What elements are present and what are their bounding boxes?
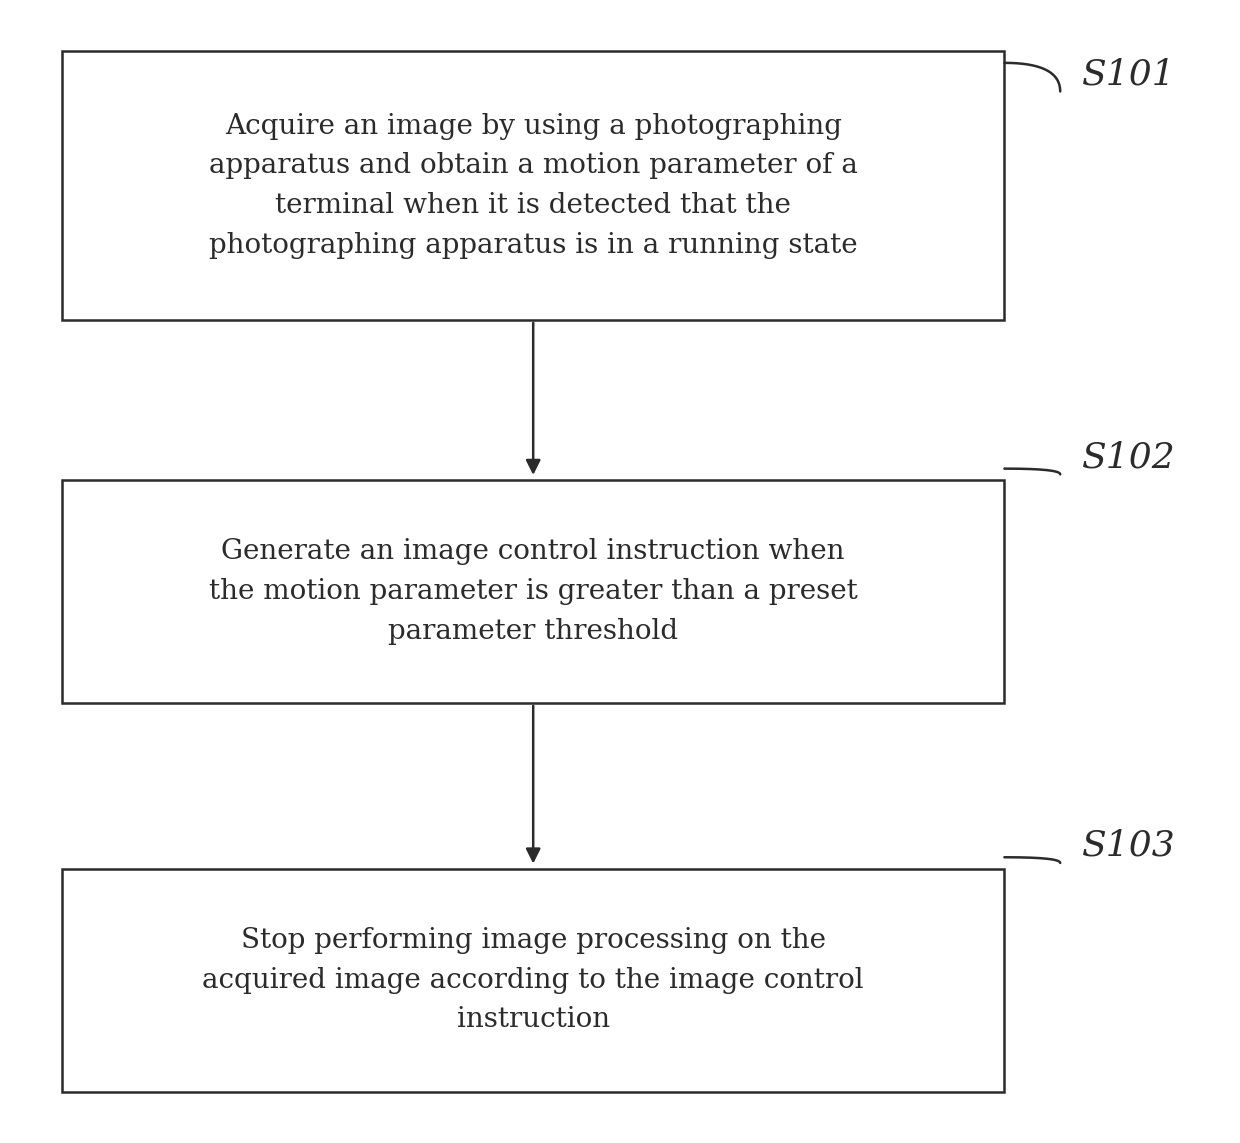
FancyBboxPatch shape bbox=[62, 480, 1004, 703]
FancyBboxPatch shape bbox=[62, 869, 1004, 1092]
Text: S103: S103 bbox=[1081, 829, 1176, 863]
FancyBboxPatch shape bbox=[62, 51, 1004, 320]
Text: S102: S102 bbox=[1081, 440, 1176, 474]
Text: Stop performing image processing on the
acquired image according to the image co: Stop performing image processing on the … bbox=[202, 927, 864, 1033]
Text: Generate an image control instruction when
the motion parameter is greater than : Generate an image control instruction wh… bbox=[208, 538, 858, 645]
Text: S101: S101 bbox=[1081, 57, 1176, 91]
Text: Acquire an image by using a photographing
apparatus and obtain a motion paramete: Acquire an image by using a photographin… bbox=[208, 113, 858, 258]
